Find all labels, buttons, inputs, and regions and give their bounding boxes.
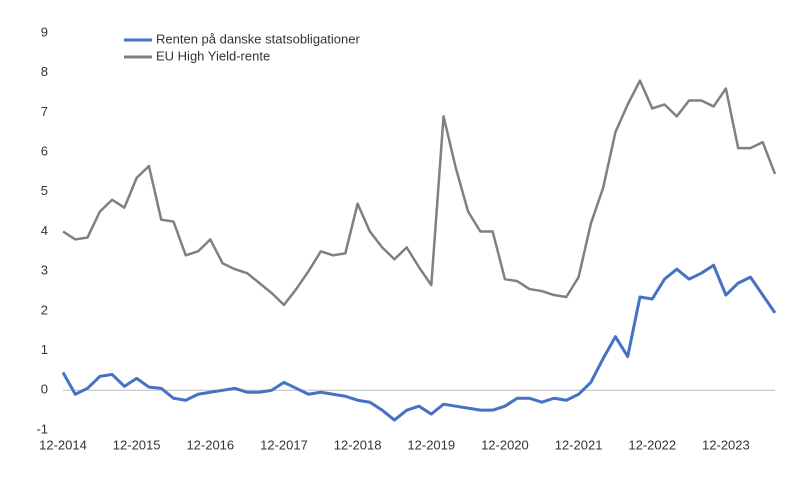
y-tick-label: 8: [41, 64, 48, 79]
y-tick-label: 0: [41, 382, 48, 397]
x-tick-label: 12-2016: [186, 437, 234, 452]
x-tick-label: 12-2019: [407, 437, 455, 452]
x-tick-label: 12-2018: [334, 437, 382, 452]
y-tick-label: 3: [41, 263, 48, 278]
y-tick-label: -1: [36, 421, 48, 436]
y-tick-label: 5: [41, 183, 48, 198]
y-tick-label: 4: [41, 223, 48, 238]
x-tick-label: 12-2015: [113, 437, 161, 452]
x-tick-label: 12-2020: [481, 437, 529, 452]
legend-label: EU High Yield-rente: [156, 48, 270, 63]
x-tick-label: 12-2022: [628, 437, 676, 452]
x-tick-label: 12-2021: [555, 437, 603, 452]
y-tick-label: 2: [41, 302, 48, 317]
x-tick-label: 12-2014: [39, 437, 87, 452]
y-tick-label: 6: [41, 144, 48, 159]
line-series: [61, 263, 777, 422]
y-tick-label: 1: [41, 342, 48, 357]
legend-label: Renten på danske statsobligationer: [156, 31, 360, 46]
x-tick-label: 12-2017: [260, 437, 308, 452]
x-tick-label: 12-2023: [702, 437, 750, 452]
y-tick-label: 7: [41, 104, 48, 119]
line-series: [62, 79, 777, 307]
y-tick-label: 9: [41, 24, 48, 39]
